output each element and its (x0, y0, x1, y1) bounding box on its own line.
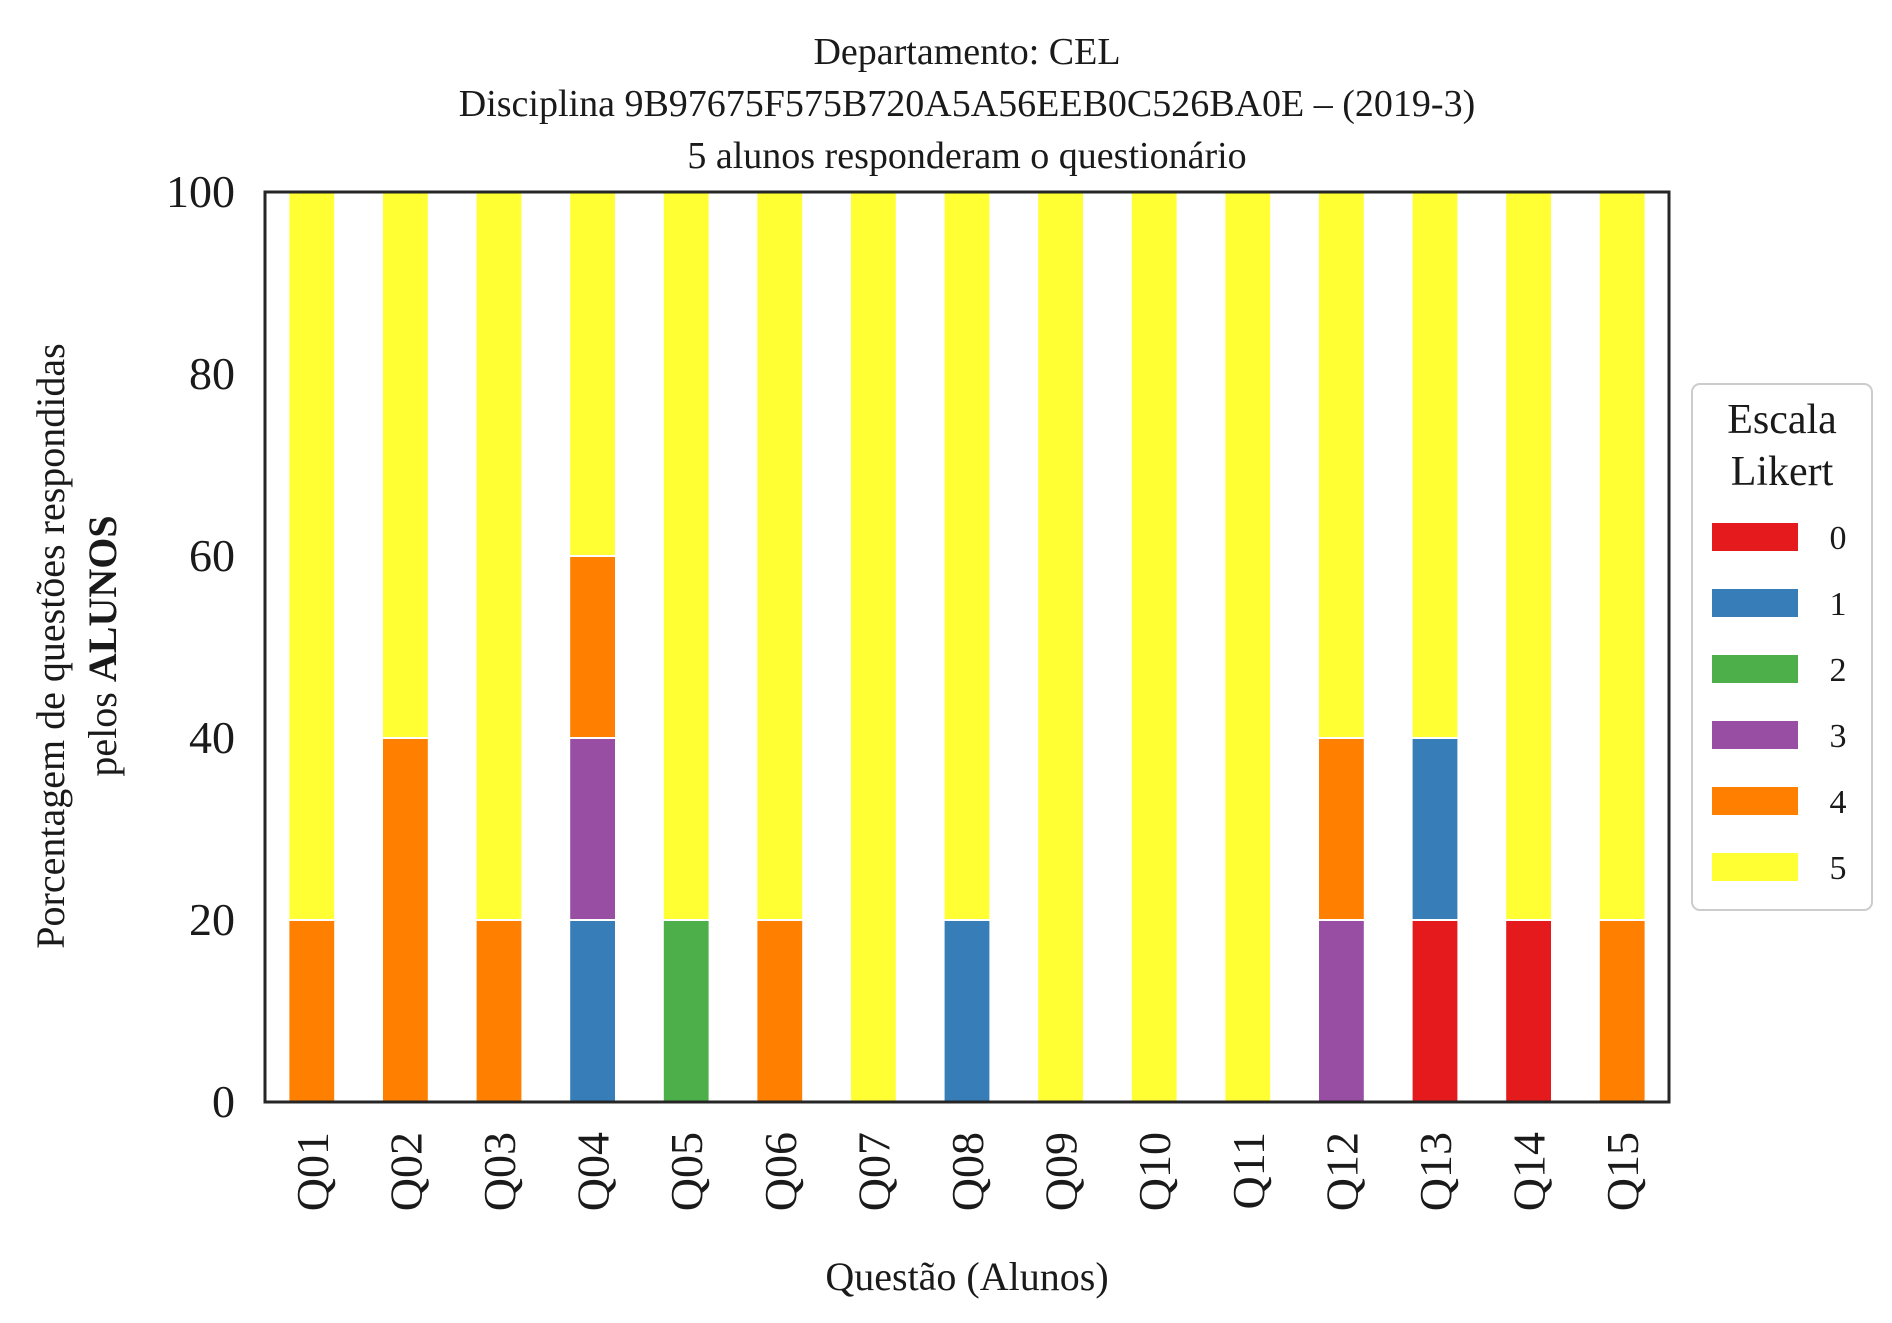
bar-Q10-likert-5 (1129, 191, 1179, 1103)
title-line-2: Disciplina 9B97675F575B720A5A56EEB0C526B… (459, 83, 1475, 125)
x-tick-label-Q02: Q02 (380, 1132, 431, 1211)
bar-Q06-likert-4 (755, 919, 805, 1103)
bar-Q12-likert-3 (1317, 919, 1366, 1103)
x-tick-label-Q15: Q15 (1597, 1132, 1648, 1211)
legend-swatch-5 (1712, 853, 1798, 881)
bar-stacks (287, 191, 1647, 1103)
bar-Q02-likert-4 (381, 737, 430, 1103)
legend-swatch-1 (1712, 589, 1798, 617)
x-tick-label-Q05: Q05 (661, 1132, 712, 1211)
bar-Q04-likert-1 (568, 919, 618, 1103)
bar-Q04-likert-3 (568, 737, 618, 921)
legend-items: 0 1 2 3 4 5 (1712, 520, 1847, 887)
bar-Q13-likert-0 (1410, 919, 1460, 1103)
bar-Q08-likert-5 (942, 191, 992, 921)
y-axis-label-prefix: pelos (80, 682, 125, 776)
x-tick-label-Q03: Q03 (474, 1132, 525, 1211)
title-line-1: Departamento: CEL (813, 31, 1120, 73)
bar-Q03-likert-5 (474, 191, 524, 921)
bar-Q05-likert-2 (661, 919, 711, 1103)
bar-Q01-likert-5 (287, 191, 337, 921)
chart-title: Departamento: CEL Disciplina 9B97675F575… (459, 31, 1475, 177)
y-axis-ticks: 0 20 40 60 80 100 (166, 166, 235, 1127)
y-tick-label: 80 (189, 348, 235, 399)
legend-swatch-2 (1712, 655, 1798, 683)
y-tick-label: 100 (166, 166, 235, 217)
title-line-3: 5 alunos responderam o questionário (687, 135, 1246, 177)
bar-Q13-likert-5 (1410, 191, 1460, 739)
bar-Q08-likert-1 (942, 919, 992, 1103)
bar-Q04-likert-4 (568, 555, 618, 739)
legend-label-2: 2 (1830, 652, 1847, 689)
bar-Q14-likert-5 (1504, 191, 1553, 921)
x-axis-label: Questão (Alunos) (825, 1254, 1108, 1299)
bar-Q15-likert-4 (1597, 919, 1647, 1103)
y-axis-label-bold: ALUNOS (80, 515, 125, 682)
bar-Q07-likert-5 (849, 191, 898, 1103)
y-tick-label: 40 (189, 712, 235, 763)
y-axis-label-line-2: pelos ALUNOS (80, 515, 125, 776)
x-tick-label-Q13: Q13 (1410, 1132, 1461, 1211)
x-tick-label-Q12: Q12 (1316, 1132, 1367, 1211)
bar-Q12-likert-5 (1317, 191, 1366, 739)
legend-title-line-1: Escala (1727, 397, 1837, 443)
legend-label-3: 3 (1830, 718, 1847, 755)
bar-Q06-likert-5 (755, 191, 805, 921)
bar-Q04-likert-5 (568, 191, 618, 557)
bar-Q05-likert-5 (661, 191, 711, 921)
bar-Q03-likert-4 (474, 919, 524, 1103)
x-tick-label-Q06: Q06 (755, 1132, 806, 1211)
y-axis-label-line-1: Porcentagem de questões respondidas (28, 343, 73, 948)
bar-Q01-likert-4 (287, 919, 337, 1103)
bar-Q13-likert-1 (1410, 737, 1460, 921)
y-tick-label: 60 (189, 530, 235, 581)
x-tick-label-Q01: Q01 (287, 1132, 338, 1211)
legend-swatch-0 (1712, 523, 1798, 551)
legend-swatch-4 (1712, 787, 1798, 815)
x-tick-label-Q14: Q14 (1504, 1132, 1555, 1211)
y-axis-label: Porcentagem de questões respondidas pelo… (28, 343, 125, 948)
x-tick-label-Q09: Q09 (1036, 1132, 1087, 1211)
legend-title-line-2: Likert (1731, 449, 1834, 495)
plot-frame (263, 190, 1671, 1104)
legend: Escala Likert 0 1 2 3 4 5 (1691, 383, 1873, 911)
bar-Q15-likert-5 (1597, 191, 1647, 921)
x-tick-label-Q04: Q04 (568, 1132, 619, 1211)
bar-Q12-likert-4 (1317, 737, 1366, 921)
bar-Q09-likert-5 (1036, 191, 1085, 1103)
legend-box (1691, 383, 1873, 911)
bar-Q11-likert-5 (1223, 191, 1273, 1103)
legend-label-5: 5 (1830, 850, 1847, 887)
x-tick-label-Q11: Q11 (1223, 1132, 1274, 1210)
legend-swatch-3 (1712, 721, 1798, 749)
bar-Q02-likert-5 (381, 191, 430, 739)
legend-label-1: 1 (1830, 586, 1847, 623)
x-tick-label-Q10: Q10 (1129, 1132, 1180, 1211)
bar-Q14-likert-0 (1504, 919, 1553, 1103)
x-tick-label-Q07: Q07 (848, 1132, 899, 1211)
legend-label-0: 0 (1830, 520, 1847, 557)
y-tick-label: 20 (189, 894, 235, 945)
legend-label-4: 4 (1830, 784, 1847, 821)
y-tick-label: 0 (212, 1076, 235, 1127)
x-tick-label-Q08: Q08 (942, 1132, 993, 1211)
x-axis-ticks: Q01 Q02 Q03 Q04 Q05 Q06 Q07 Q08 Q09 Q10 Q11 Q12 Q13 Q… (287, 1132, 1648, 1211)
